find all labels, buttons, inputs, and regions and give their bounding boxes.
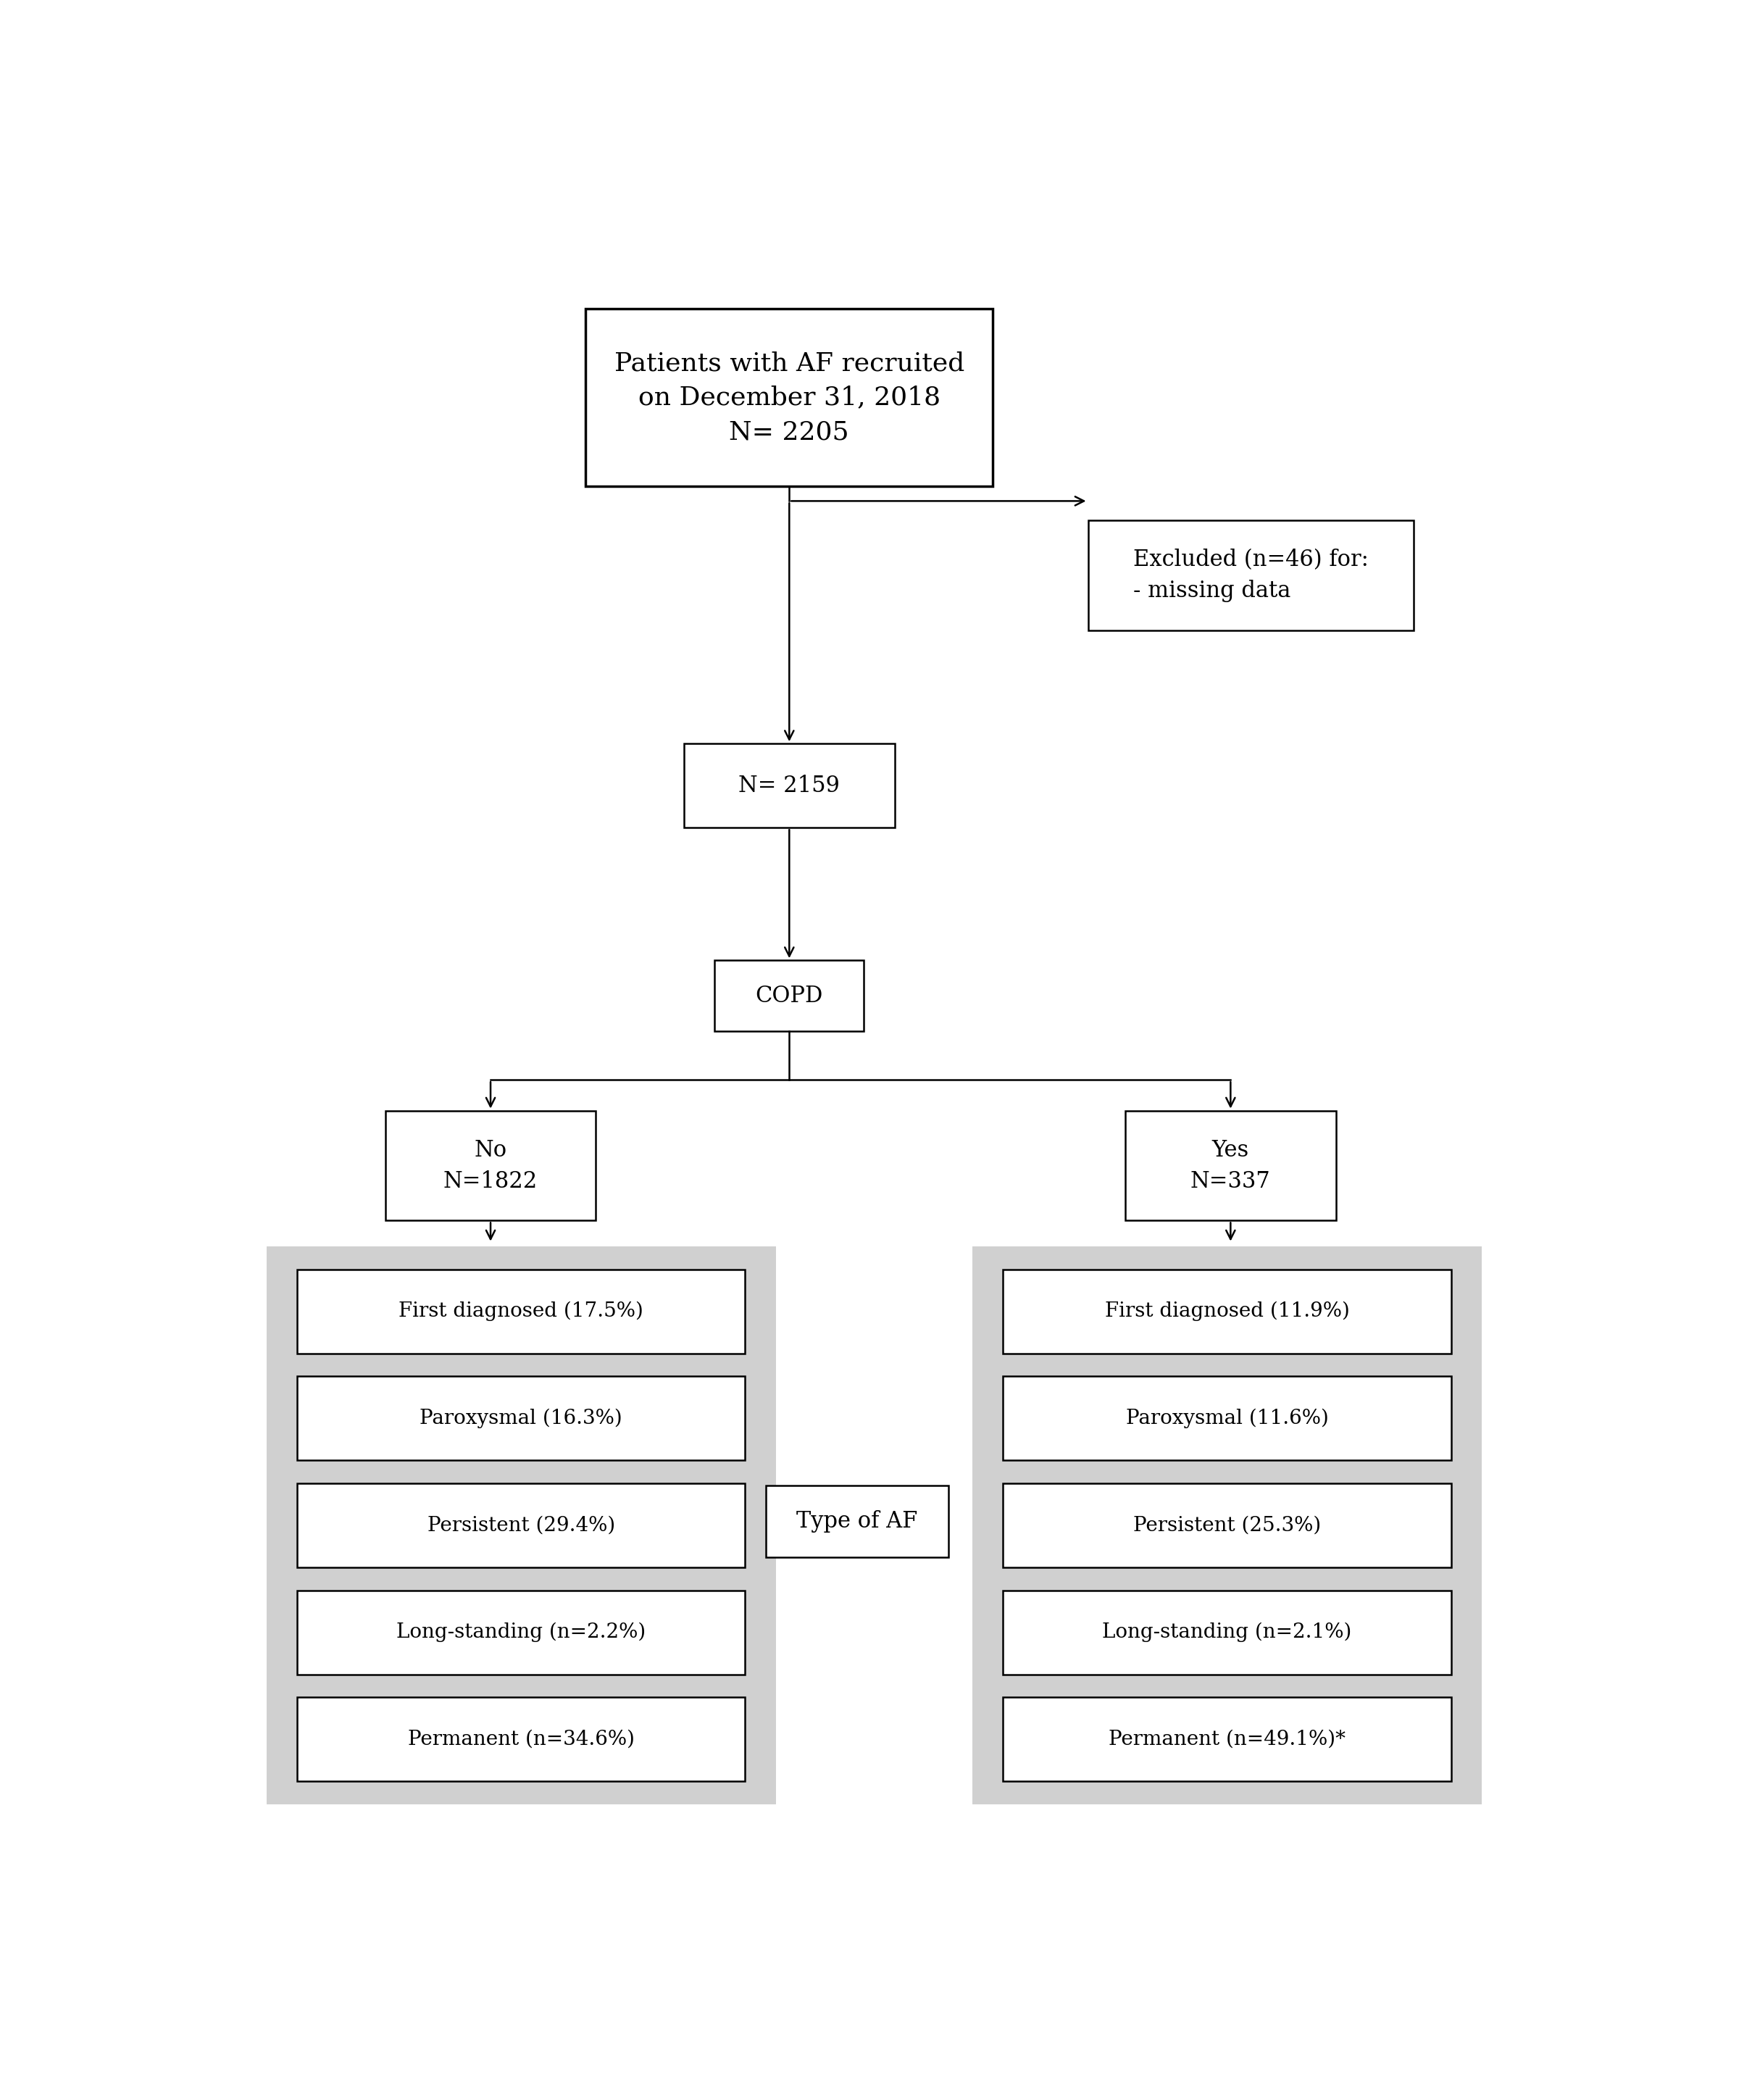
FancyBboxPatch shape (298, 1697, 745, 1781)
Text: Long-standing (n=2.2%): Long-standing (n=2.2%) (396, 1623, 646, 1642)
FancyBboxPatch shape (1004, 1376, 1451, 1460)
Text: No
N=1822: No N=1822 (443, 1138, 538, 1193)
Text: Yes
N=337: Yes N=337 (1190, 1138, 1270, 1193)
FancyBboxPatch shape (298, 1483, 745, 1567)
Text: Persistent (29.4%): Persistent (29.4%) (427, 1516, 615, 1535)
FancyBboxPatch shape (1125, 1111, 1335, 1220)
FancyBboxPatch shape (298, 1376, 745, 1460)
FancyBboxPatch shape (1004, 1590, 1451, 1674)
Text: Long-standing (n=2.1%): Long-standing (n=2.1%) (1102, 1623, 1353, 1642)
Text: Paroxysmal (11.6%): Paroxysmal (11.6%) (1127, 1409, 1328, 1428)
FancyBboxPatch shape (266, 1247, 776, 1804)
Text: N= 2159: N= 2159 (739, 775, 839, 796)
FancyBboxPatch shape (683, 743, 895, 827)
FancyBboxPatch shape (1004, 1268, 1451, 1352)
FancyBboxPatch shape (585, 309, 993, 487)
Text: First diagnosed (11.9%): First diagnosed (11.9%) (1106, 1302, 1349, 1321)
Text: Permanent (n=49.1%)*: Permanent (n=49.1%)* (1109, 1730, 1346, 1749)
Text: Persistent (25.3%): Persistent (25.3%) (1134, 1516, 1321, 1535)
FancyBboxPatch shape (972, 1247, 1482, 1804)
Text: Excluded (n=46) for:
- missing data: Excluded (n=46) for: - missing data (1134, 548, 1368, 603)
Text: Paroxysmal (16.3%): Paroxysmal (16.3%) (420, 1409, 622, 1428)
FancyBboxPatch shape (1088, 521, 1414, 630)
Text: Type of AF: Type of AF (797, 1510, 918, 1533)
FancyBboxPatch shape (298, 1590, 745, 1674)
FancyBboxPatch shape (385, 1111, 596, 1220)
FancyBboxPatch shape (715, 960, 864, 1031)
FancyBboxPatch shape (766, 1487, 950, 1556)
FancyBboxPatch shape (298, 1268, 745, 1352)
FancyBboxPatch shape (1004, 1697, 1451, 1781)
Text: Patients with AF recruited
on December 31, 2018
N= 2205: Patients with AF recruited on December 3… (615, 351, 964, 445)
Text: First diagnosed (17.5%): First diagnosed (17.5%) (399, 1302, 643, 1321)
FancyBboxPatch shape (1004, 1483, 1451, 1567)
Text: COPD: COPD (755, 985, 823, 1008)
Text: Permanent (n=34.6%): Permanent (n=34.6%) (408, 1730, 634, 1749)
